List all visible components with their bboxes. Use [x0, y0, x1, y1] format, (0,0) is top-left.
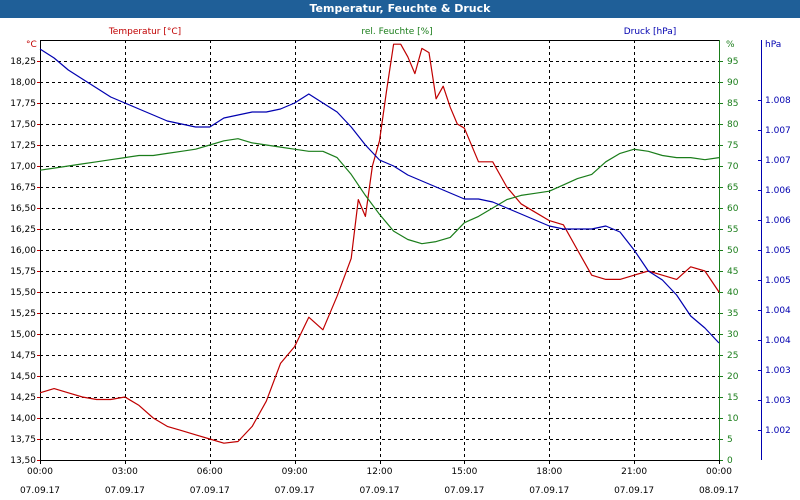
- temperature-tick-label: 15,25: [10, 309, 36, 319]
- pressure-tick-label: 1.008: [765, 96, 791, 106]
- humidity-tick-label: 0: [727, 456, 733, 466]
- window-title-bar: Temperatur, Feuchte & Druck: [0, 0, 800, 18]
- temperature-tick-label: 17,75: [10, 99, 36, 109]
- temperature-tick-label: 17,50: [10, 120, 36, 130]
- x-tick-time-label: 09:00: [282, 467, 308, 477]
- x-tick-date-label: 07.09.17: [275, 486, 315, 496]
- temperature-tick-label: 13,50: [10, 456, 36, 466]
- humidity-tick-label: 30: [727, 330, 739, 340]
- humidity-tick-label: 65: [727, 183, 738, 193]
- humidity-tick-label: 55: [727, 225, 738, 235]
- pressure-tick-label: 1.003: [765, 396, 791, 406]
- pressure-tick-label: 1.004: [765, 336, 791, 346]
- x-tick-time-label: 18:00: [536, 467, 562, 477]
- temperature-tick-label: 15,75: [10, 267, 36, 277]
- temperature-tick-label: 14,50: [10, 372, 36, 382]
- humidity-tick-label: 35: [727, 309, 738, 319]
- temperature-tick-label: 17,25: [10, 141, 36, 151]
- pressure-unit-label: hPa: [765, 40, 781, 50]
- pressure-axis-label: Druck [hPa]: [624, 27, 677, 37]
- pressure-tick-label: 1.007: [765, 156, 791, 166]
- humidity-tick-label: 25: [727, 351, 738, 361]
- pressure-series-line: [39, 48, 720, 344]
- temperature-axis-label: Temperatur [°C]: [108, 27, 181, 37]
- x-tick-time-label: 00:00: [27, 467, 53, 477]
- humidity-tick-label: 50: [727, 246, 739, 256]
- x-tick-date-label: 07.09.17: [359, 486, 399, 496]
- pressure-tick-label: 1.006: [765, 186, 791, 196]
- temperature-tick-label: 18,25: [10, 57, 36, 67]
- pressure-tick-label: 1.003: [765, 366, 791, 376]
- x-tick-date-label: 07.09.17: [105, 486, 145, 496]
- humidity-tick-label: 40: [727, 288, 739, 298]
- humidity-tick-label: 45: [727, 267, 738, 277]
- x-tick-time-label: 03:00: [112, 467, 138, 477]
- humidity-tick-label: 5: [727, 435, 733, 445]
- humidity-tick-label: 60: [727, 204, 739, 214]
- x-tick-time-label: 06:00: [197, 467, 223, 477]
- humidity-tick-label: 75: [727, 141, 738, 151]
- temperature-tick-label: 15,00: [10, 330, 36, 340]
- temperature-tick-label: 13,75: [10, 435, 36, 445]
- x-tick-time-label: 21:00: [621, 467, 647, 477]
- x-tick-time-label: 00:00: [706, 467, 732, 477]
- temperature-series-line: [39, 43, 720, 444]
- temperature-unit-label: °C: [26, 40, 37, 50]
- x-tick-time-label: 15:00: [451, 467, 477, 477]
- temperature-tick-label: 14,75: [10, 351, 36, 361]
- temperature-tick-label: 16,50: [10, 204, 36, 214]
- temperature-tick-label: 14,25: [10, 393, 36, 403]
- pressure-tick-label: 1.005: [765, 246, 791, 256]
- x-tick-date-label: 07.09.17: [614, 486, 654, 496]
- humidity-tick-label: 20: [727, 372, 739, 382]
- x-tick-date-label: 07.09.17: [529, 486, 569, 496]
- x-tick-date-label: 08.09.17: [699, 486, 739, 496]
- humidity-tick-label: 70: [727, 162, 739, 172]
- humidity-tick-label: 95: [727, 57, 738, 67]
- temperature-tick-label: 14,00: [10, 414, 36, 424]
- humidity-unit-label: %: [726, 40, 735, 50]
- pressure-tick-label: 1.002: [765, 426, 791, 436]
- x-tick-time-label: 12:00: [367, 467, 393, 477]
- pressure-tick-label: 1.007: [765, 126, 791, 136]
- chart-canvas: °C Temperatur [°C] rel. Feuchte [%] Druck […: [10, 27, 791, 496]
- x-tick-date-label: 07.09.17: [190, 486, 230, 496]
- humidity-tick-label: 80: [727, 120, 739, 130]
- pressure-tick-label: 1.004: [765, 306, 791, 316]
- temperature-tick-label: 17,00: [10, 162, 36, 172]
- humidity-axis-label: rel. Feuchte [%]: [361, 27, 432, 37]
- humidity-series-line: [39, 138, 720, 245]
- temperature-tick-label: 16,75: [10, 183, 36, 193]
- humidity-tick-label: 90: [727, 78, 739, 88]
- humidity-tick-label: 10: [727, 414, 739, 424]
- pressure-tick-label: 1.005: [765, 276, 791, 286]
- x-tick-date-label: 07.09.17: [20, 486, 60, 496]
- pressure-tick-label: 1.006: [765, 216, 791, 226]
- x-tick-date-label: 07.09.17: [444, 486, 484, 496]
- temperature-tick-label: 18,00: [10, 78, 36, 88]
- temperature-tick-label: 16,00: [10, 246, 36, 256]
- humidity-tick-label: 85: [727, 99, 738, 109]
- humidity-tick-label: 15: [727, 393, 738, 403]
- temperature-tick-label: 16,25: [10, 225, 36, 235]
- temperature-tick-label: 15,50: [10, 288, 36, 298]
